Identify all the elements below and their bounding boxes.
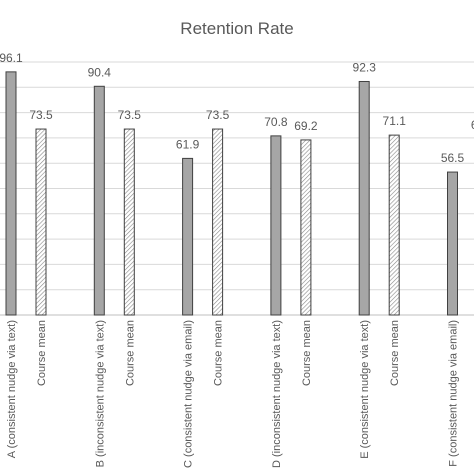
x-tick-label: B (inconsistent nudge via text) — [94, 320, 106, 467]
data-label: 73.5 — [118, 108, 142, 122]
data-label: 96.1 — [0, 51, 23, 65]
x-tick-label: D (inconsistent nudge via text) — [271, 320, 283, 468]
x-tick-label: Course mean — [124, 320, 136, 386]
bar — [388, 134, 400, 316]
data-label: 73.5 — [206, 108, 230, 122]
x-tick-label: Course mean — [389, 320, 401, 386]
x-tick-label: Course mean — [213, 320, 225, 386]
bar — [93, 85, 105, 316]
x-tick-label: E (consistent nudge via text) — [359, 320, 371, 459]
bar — [35, 128, 47, 316]
x-tick-label: C (consistent nudge via email) — [183, 320, 195, 468]
x-tick-label: F (consistent nudge via email) — [448, 320, 460, 467]
bar — [123, 128, 135, 316]
data-label: 92.3 — [353, 60, 377, 74]
bar — [182, 157, 194, 316]
data-label: 70.8 — [264, 115, 288, 129]
chart-title: Retention Rate — [180, 19, 293, 38]
data-label: 69.6 — [471, 118, 474, 132]
bar — [447, 171, 458, 316]
x-tick-label: A (consistent nudge via text) — [6, 320, 18, 458]
data-label: 61.9 — [176, 137, 200, 151]
x-tick-label: Course mean — [36, 320, 48, 386]
bar — [270, 135, 282, 316]
data-label: 71.1 — [383, 114, 407, 128]
bar — [300, 139, 312, 316]
bar — [5, 71, 17, 316]
data-label: 69.2 — [294, 119, 318, 133]
data-label: 56.5 — [441, 151, 465, 165]
bar — [358, 80, 370, 316]
data-label: 73.5 — [29, 108, 53, 122]
data-label: 90.4 — [88, 65, 112, 79]
bar — [212, 128, 224, 316]
x-tick-label: Course mean — [301, 320, 313, 386]
